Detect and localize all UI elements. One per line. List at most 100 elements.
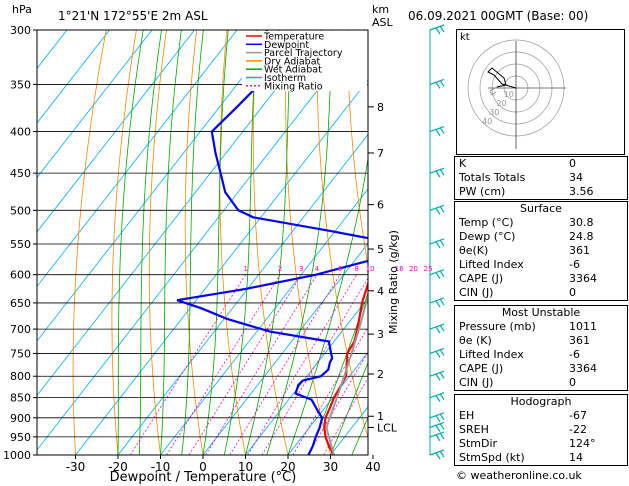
wind-barb [429,392,445,402]
row-value: 0 [569,376,576,389]
wind-barb [429,370,445,381]
hodograph-trace [487,67,517,89]
row-label: Dewp (°C) [459,230,516,243]
wind-barb [429,238,445,249]
isotherm-line [160,188,368,455]
mixing-ratio-line [205,274,318,455]
row-label: Pressure (mb) [459,320,536,333]
mixing-ratio-tick-label: 1 [243,265,247,273]
hodograph-ring-label: 10 [504,90,514,99]
most-unstable-panel: Most Unstable Pressure (mb) 1011 θe (K) 361… [454,305,628,391]
row-label: SREH [459,423,489,436]
wind-barb [429,421,445,432]
isotherm-line [117,133,368,455]
mixing-ratio-labels: 1 2 3 4 6 8 10 16 20 25 [243,265,432,273]
isotherm-line [245,297,368,455]
row-label: StmDir [459,437,498,450]
table-row: PW (cm) 3.56 [455,185,627,199]
mixing-ratio-line [307,351,368,455]
pressure-tick-label: 800 [10,370,31,383]
row-value: 1011 [569,320,597,333]
row-label: Lifted Index [459,258,524,271]
table-row: StmSpd (kt) 14 [455,451,627,465]
isotherm-line [37,30,110,124]
copyright-footer: © weatheronline.co.uk [456,469,582,482]
height-tick-label: 7 [377,147,384,160]
pressure-tick-label: 550 [10,238,31,251]
pressure-tick-label: 600 [10,269,31,282]
dry-adiabat-line [346,30,368,268]
temperature-tick-label: -30 [66,460,86,474]
date-title: 06.09.2021 00GMT (Base: 00) [408,9,589,23]
mixing-ratio-tick-label: 3 [299,265,303,273]
wind-barb [429,204,445,215]
row-value: -22 [569,423,587,436]
row-label: K [459,157,467,170]
height-tick-label: 1 [377,410,384,423]
row-label: θe(K) [459,244,489,257]
table-row: Dewp (°C) 24.8 [455,230,627,244]
row-value: 34 [569,171,583,184]
hodograph-unit-label: kt [460,32,470,43]
legend-entry: Mixing Ratio [264,81,323,92]
sounding-curves [176,30,368,455]
row-value: -67 [569,409,587,422]
row-label: CAPE (J) [459,362,504,375]
isotherm-line [287,351,368,455]
dry-adiabat-line [184,30,204,455]
wind-barb [429,297,445,308]
row-label: Totals Totals [459,171,526,184]
mixing-ratio-tick-label: 4 [315,265,320,273]
table-row: StmDir 124° [455,437,627,451]
table-row: CAPE (J) 3364 [455,362,627,376]
row-label: Temp (°C) [459,216,514,229]
series-line-parcel-trajectory [325,292,368,455]
isotherm-line [37,30,323,397]
row-value: 3.56 [569,185,594,198]
wind-barb [429,449,445,460]
plot-frame [36,29,369,456]
wind-barb [429,78,445,89]
temperature-tick-label: -20 [108,460,128,474]
isobars [37,29,368,456]
table-row: θe(K) 361 [455,244,627,258]
table-row: Lifted Index -6 [455,258,627,272]
wind-barb [429,431,445,442]
mixing-ratio-line [292,326,368,455]
height-unit-label: km [372,3,390,16]
hodograph-ring-label: 20 [497,99,507,108]
pressure-tick-label: 850 [10,392,31,405]
row-label: Lifted Index [459,348,524,361]
pressure-tick-label: 700 [10,323,31,336]
temperature-axis: -30 -20 -10 0 10 20 30 40 [66,455,381,474]
isotherm-line [37,30,280,342]
row-value: 14 [569,451,583,464]
surface-title: Surface [520,202,562,215]
mixing-ratio-tick-label: 10 [366,265,375,273]
isotherm-line [37,30,365,451]
pressure-tick-label: 500 [10,204,31,217]
mixing-ratio-tick-label: 8 [354,265,358,273]
row-value: 30.8 [569,216,594,229]
row-value: 0 [569,286,576,299]
pressure-tick-label: 950 [10,431,31,444]
table-row: θe (K) 361 [455,334,627,348]
row-value: 361 [569,244,590,257]
pressure-tick-label: 650 [10,297,31,310]
pressure-tick-label: 350 [10,78,31,91]
mixing-ratio-line [261,277,368,455]
legend-entry: Temperature [263,32,324,43]
height-tick-label: 5 [377,243,384,256]
hodograph-table-title: Hodograph [510,395,572,408]
wet-adiabat-line [117,30,144,455]
row-value: 124° [569,437,596,450]
wet-adiabat-line [330,361,368,455]
series-line-temperature [323,280,368,455]
hodograph-ring-label: 40 [482,117,492,126]
pressure-tick-label: 1000 [3,449,31,462]
table-row: CIN (J) 0 [455,286,627,300]
wind-barb [429,269,445,280]
